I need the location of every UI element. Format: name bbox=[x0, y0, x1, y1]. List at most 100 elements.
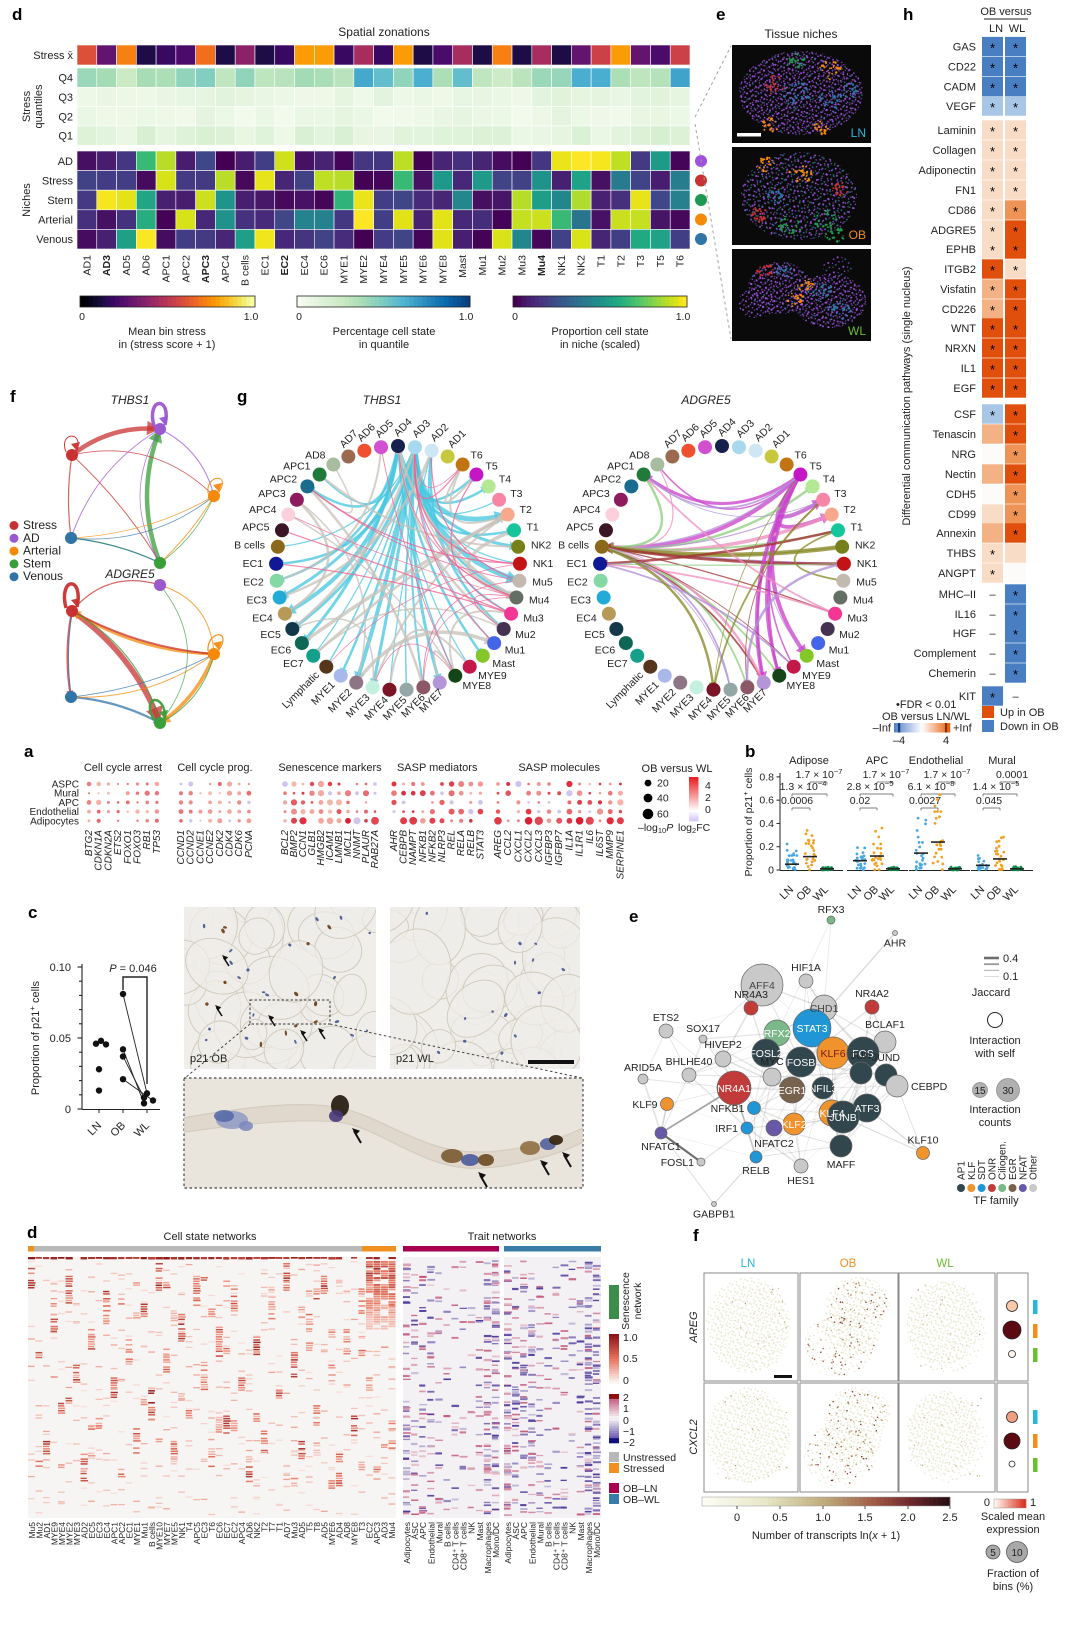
svg-text:APC3: APC3 bbox=[258, 488, 286, 500]
svg-text:Arterial: Arterial bbox=[23, 544, 61, 558]
svg-text:IL16: IL16 bbox=[955, 609, 976, 621]
svg-text:OB versus WL: OB versus WL bbox=[642, 763, 713, 775]
svg-text:*: * bbox=[1013, 468, 1018, 483]
svg-text:0.0001: 0.0001 bbox=[996, 769, 1028, 781]
svg-text:Proportion cell state: Proportion cell state bbox=[551, 326, 648, 338]
svg-text:15: 15 bbox=[974, 1086, 986, 1097]
svg-text:MYE5: MYE5 bbox=[398, 255, 410, 284]
svg-text:OB versus: OB versus bbox=[980, 6, 1032, 18]
svg-text:+Inf: +Inf bbox=[953, 723, 973, 735]
svg-text:EC1: EC1 bbox=[124, 1522, 134, 1539]
svg-text:EC2: EC2 bbox=[230, 1522, 240, 1539]
svg-text:EC6: EC6 bbox=[319, 255, 331, 276]
svg-text:T7: T7 bbox=[267, 1522, 277, 1532]
svg-text:*: * bbox=[990, 41, 995, 56]
svg-text:BCL2: BCL2 bbox=[280, 830, 291, 855]
svg-text:Q3: Q3 bbox=[58, 92, 73, 104]
svg-text:MYE5: MYE5 bbox=[169, 1522, 179, 1545]
svg-text:b: b bbox=[745, 742, 755, 761]
svg-text:APC5: APC5 bbox=[566, 521, 594, 533]
svg-text:2: 2 bbox=[705, 792, 711, 804]
svg-text:EGR1: EGR1 bbox=[778, 1085, 807, 1097]
svg-text:*: * bbox=[990, 124, 995, 139]
svg-text:*: * bbox=[1013, 100, 1018, 115]
svg-text:*: * bbox=[1013, 124, 1018, 139]
svg-text:WL: WL bbox=[1001, 884, 1021, 904]
svg-text:ITGB2: ITGB2 bbox=[944, 264, 976, 276]
svg-text:GAS: GAS bbox=[953, 42, 976, 54]
svg-text:MYE9: MYE9 bbox=[478, 670, 507, 682]
svg-text:APC5: APC5 bbox=[242, 521, 270, 533]
svg-text:MYE8: MYE8 bbox=[462, 680, 491, 692]
svg-text:1.0: 1.0 bbox=[623, 1332, 638, 1344]
svg-text:Percentage cell state: Percentage cell state bbox=[333, 326, 436, 338]
svg-text:EC2: EC2 bbox=[243, 576, 264, 588]
svg-text:MYE6: MYE6 bbox=[327, 1522, 337, 1545]
svg-text:p21 OB: p21 OB bbox=[190, 1053, 227, 1065]
svg-text:SOX17: SOX17 bbox=[686, 1023, 720, 1035]
svg-text:ADGRE5: ADGRE5 bbox=[931, 225, 976, 237]
svg-text:Venous: Venous bbox=[23, 569, 63, 583]
svg-text:4: 4 bbox=[943, 735, 949, 747]
svg-text:CD22: CD22 bbox=[948, 62, 976, 74]
svg-text:HGF: HGF bbox=[953, 628, 977, 640]
svg-text:ASPC: ASPC bbox=[52, 780, 79, 791]
svg-text:THBS1: THBS1 bbox=[111, 393, 150, 407]
svg-text:1.4 × 10−5: 1.4 × 10−5 bbox=[973, 779, 1020, 793]
svg-text:B cells: B cells bbox=[543, 1522, 553, 1547]
svg-text:Mu1: Mu1 bbox=[505, 644, 526, 656]
svg-text:*: * bbox=[1013, 224, 1018, 239]
svg-text:OB: OB bbox=[849, 228, 866, 242]
svg-text:WL: WL bbox=[877, 884, 897, 904]
svg-text:Adipocytes: Adipocytes bbox=[30, 816, 79, 827]
svg-text:Stress: Stress bbox=[42, 175, 74, 187]
svg-text:MYE1: MYE1 bbox=[132, 1522, 142, 1545]
svg-text:Stress: Stress bbox=[21, 90, 33, 122]
svg-text:Mu5: Mu5 bbox=[532, 576, 553, 588]
svg-text:*: * bbox=[1013, 408, 1018, 423]
svg-text:WL: WL bbox=[936, 1258, 954, 1270]
svg-text:NLRP3: NLRP3 bbox=[437, 830, 448, 863]
svg-text:*: * bbox=[1013, 667, 1018, 682]
svg-text:e: e bbox=[629, 907, 638, 926]
svg-text:0: 0 bbox=[705, 804, 711, 816]
svg-text:Mural: Mural bbox=[434, 1522, 444, 1543]
svg-text:OB–WL: OB–WL bbox=[623, 1494, 660, 1506]
svg-text:CD8⁺ T cells: CD8⁺ T cells bbox=[459, 1522, 469, 1570]
svg-text:AD1: AD1 bbox=[81, 255, 93, 276]
svg-text:EC5: EC5 bbox=[87, 1522, 97, 1539]
svg-text:OB–LN: OB–LN bbox=[623, 1483, 657, 1495]
svg-text:NFAT: NFAT bbox=[1018, 1155, 1029, 1180]
svg-text:CDKN2A: CDKN2A bbox=[103, 830, 114, 871]
svg-text:T6: T6 bbox=[207, 1522, 217, 1532]
svg-text:Mu5: Mu5 bbox=[27, 1522, 37, 1539]
svg-text:EPHB: EPHB bbox=[946, 244, 976, 256]
svg-text:ADGRE5: ADGRE5 bbox=[680, 393, 731, 407]
svg-text:EC6: EC6 bbox=[271, 644, 292, 656]
svg-text:Mu2: Mu2 bbox=[497, 255, 509, 276]
svg-text:CCND2: CCND2 bbox=[186, 830, 197, 865]
svg-text:1.0: 1.0 bbox=[459, 311, 474, 323]
svg-text:CCND1: CCND1 bbox=[176, 830, 187, 864]
svg-text:B cells: B cells bbox=[147, 1522, 157, 1547]
svg-text:Senescence markers: Senescence markers bbox=[278, 762, 382, 774]
svg-text:ASC: ASC bbox=[410, 1522, 420, 1539]
svg-text:PCNA: PCNA bbox=[244, 830, 255, 858]
svg-text:Cell state networks: Cell state networks bbox=[164, 1231, 257, 1243]
svg-text:*: * bbox=[1013, 448, 1018, 463]
svg-text:T2: T2 bbox=[844, 504, 856, 516]
svg-text:Adipocytes: Adipocytes bbox=[402, 1522, 412, 1564]
svg-text:T3: T3 bbox=[510, 488, 522, 500]
svg-text:*: * bbox=[990, 382, 995, 397]
svg-text:AFF4: AFF4 bbox=[749, 980, 775, 992]
svg-text:RELB: RELB bbox=[742, 1165, 769, 1177]
svg-text:Mu2: Mu2 bbox=[515, 629, 536, 641]
svg-text:0.6: 0.6 bbox=[759, 795, 774, 807]
svg-text:KLF10: KLF10 bbox=[908, 1135, 939, 1147]
svg-text:*: * bbox=[1013, 283, 1018, 298]
svg-text:g: g bbox=[237, 387, 247, 406]
svg-text:0.8: 0.8 bbox=[759, 771, 774, 783]
svg-text:NK1: NK1 bbox=[556, 255, 568, 276]
svg-text:MYE8: MYE8 bbox=[437, 255, 449, 284]
svg-text:T4: T4 bbox=[499, 474, 511, 486]
